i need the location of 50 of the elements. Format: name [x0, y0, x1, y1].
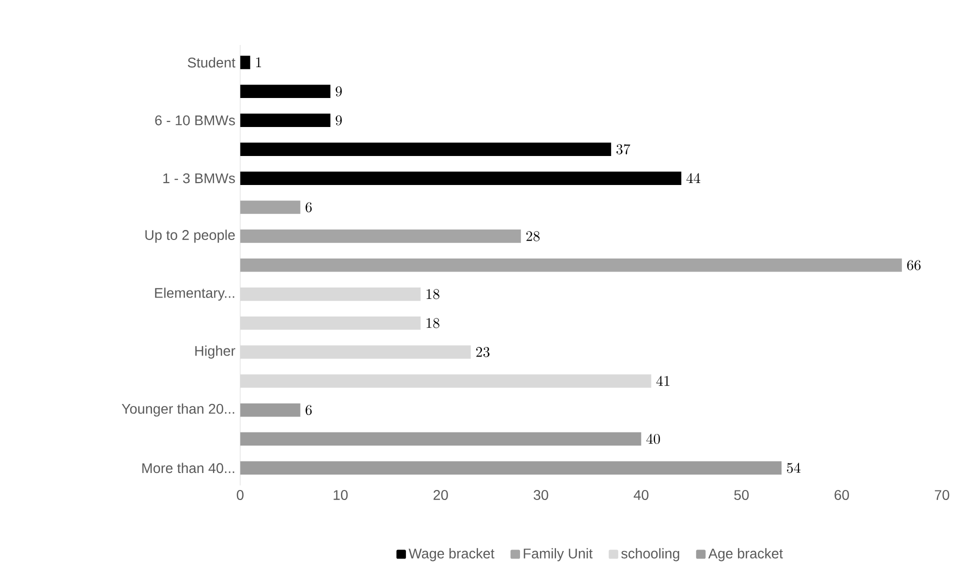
y-tick-label: 6 - 10 BMWs [155, 115, 235, 126]
data-label: 6 [306, 202, 312, 212]
y-tick-label: Elementary... [155, 287, 234, 300]
data-label: 6 [306, 404, 312, 415]
data-label: 23 [476, 346, 490, 357]
x-tick-label: 50 [734, 490, 749, 500]
legend-label: Age bracket [708, 548, 783, 562]
bar [240, 171, 682, 185]
data-label: 44 [686, 172, 700, 183]
bar [240, 374, 652, 388]
data-label: 9 [336, 86, 342, 96]
bar [240, 345, 471, 359]
bar [240, 84, 330, 98]
y-tick-label: More than 40... [142, 462, 234, 473]
bar [240, 461, 782, 474]
data-label: 41 [656, 376, 670, 386]
data-label: 1 [256, 57, 262, 67]
data-label: 18 [426, 288, 440, 299]
data-label: 40 [646, 434, 660, 444]
x-tick-label: 60 [834, 490, 849, 500]
x-tick-label: 10 [334, 490, 348, 500]
bar [240, 142, 612, 156]
y-tick-label: Up to 2 people [145, 230, 235, 243]
data-label: 9 [336, 115, 342, 126]
legend-label: Wage bracket [408, 548, 494, 562]
bar [240, 432, 642, 446]
bar [240, 229, 521, 243]
legend-label: Family Unit [524, 548, 593, 562]
bar [240, 258, 902, 272]
data-label: 28 [526, 231, 540, 242]
x-tick-label: 30 [534, 490, 548, 500]
legend-label: schooling [621, 548, 680, 562]
x-tick-label: 70 [934, 490, 950, 500]
data-label: 54 [787, 462, 800, 473]
y-tick-label: Student [188, 57, 236, 68]
bar [240, 113, 330, 127]
x-tick-label: 40 [634, 490, 648, 500]
bar [240, 56, 250, 69]
data-label: 18 [426, 318, 440, 328]
bar [240, 200, 300, 214]
x-tick-label: 20 [434, 490, 448, 500]
x-tick-label: 0 [236, 490, 244, 500]
y-tick-label: Higher [195, 345, 236, 358]
data-label: 37 [616, 144, 630, 154]
bar [240, 287, 421, 301]
y-tick-label: 1 - 3 BMWs [163, 173, 235, 184]
data-label: 66 [907, 260, 921, 270]
y-tick-label: Younger than 20... [122, 403, 234, 416]
bar [240, 403, 300, 416]
bar [240, 316, 421, 330]
